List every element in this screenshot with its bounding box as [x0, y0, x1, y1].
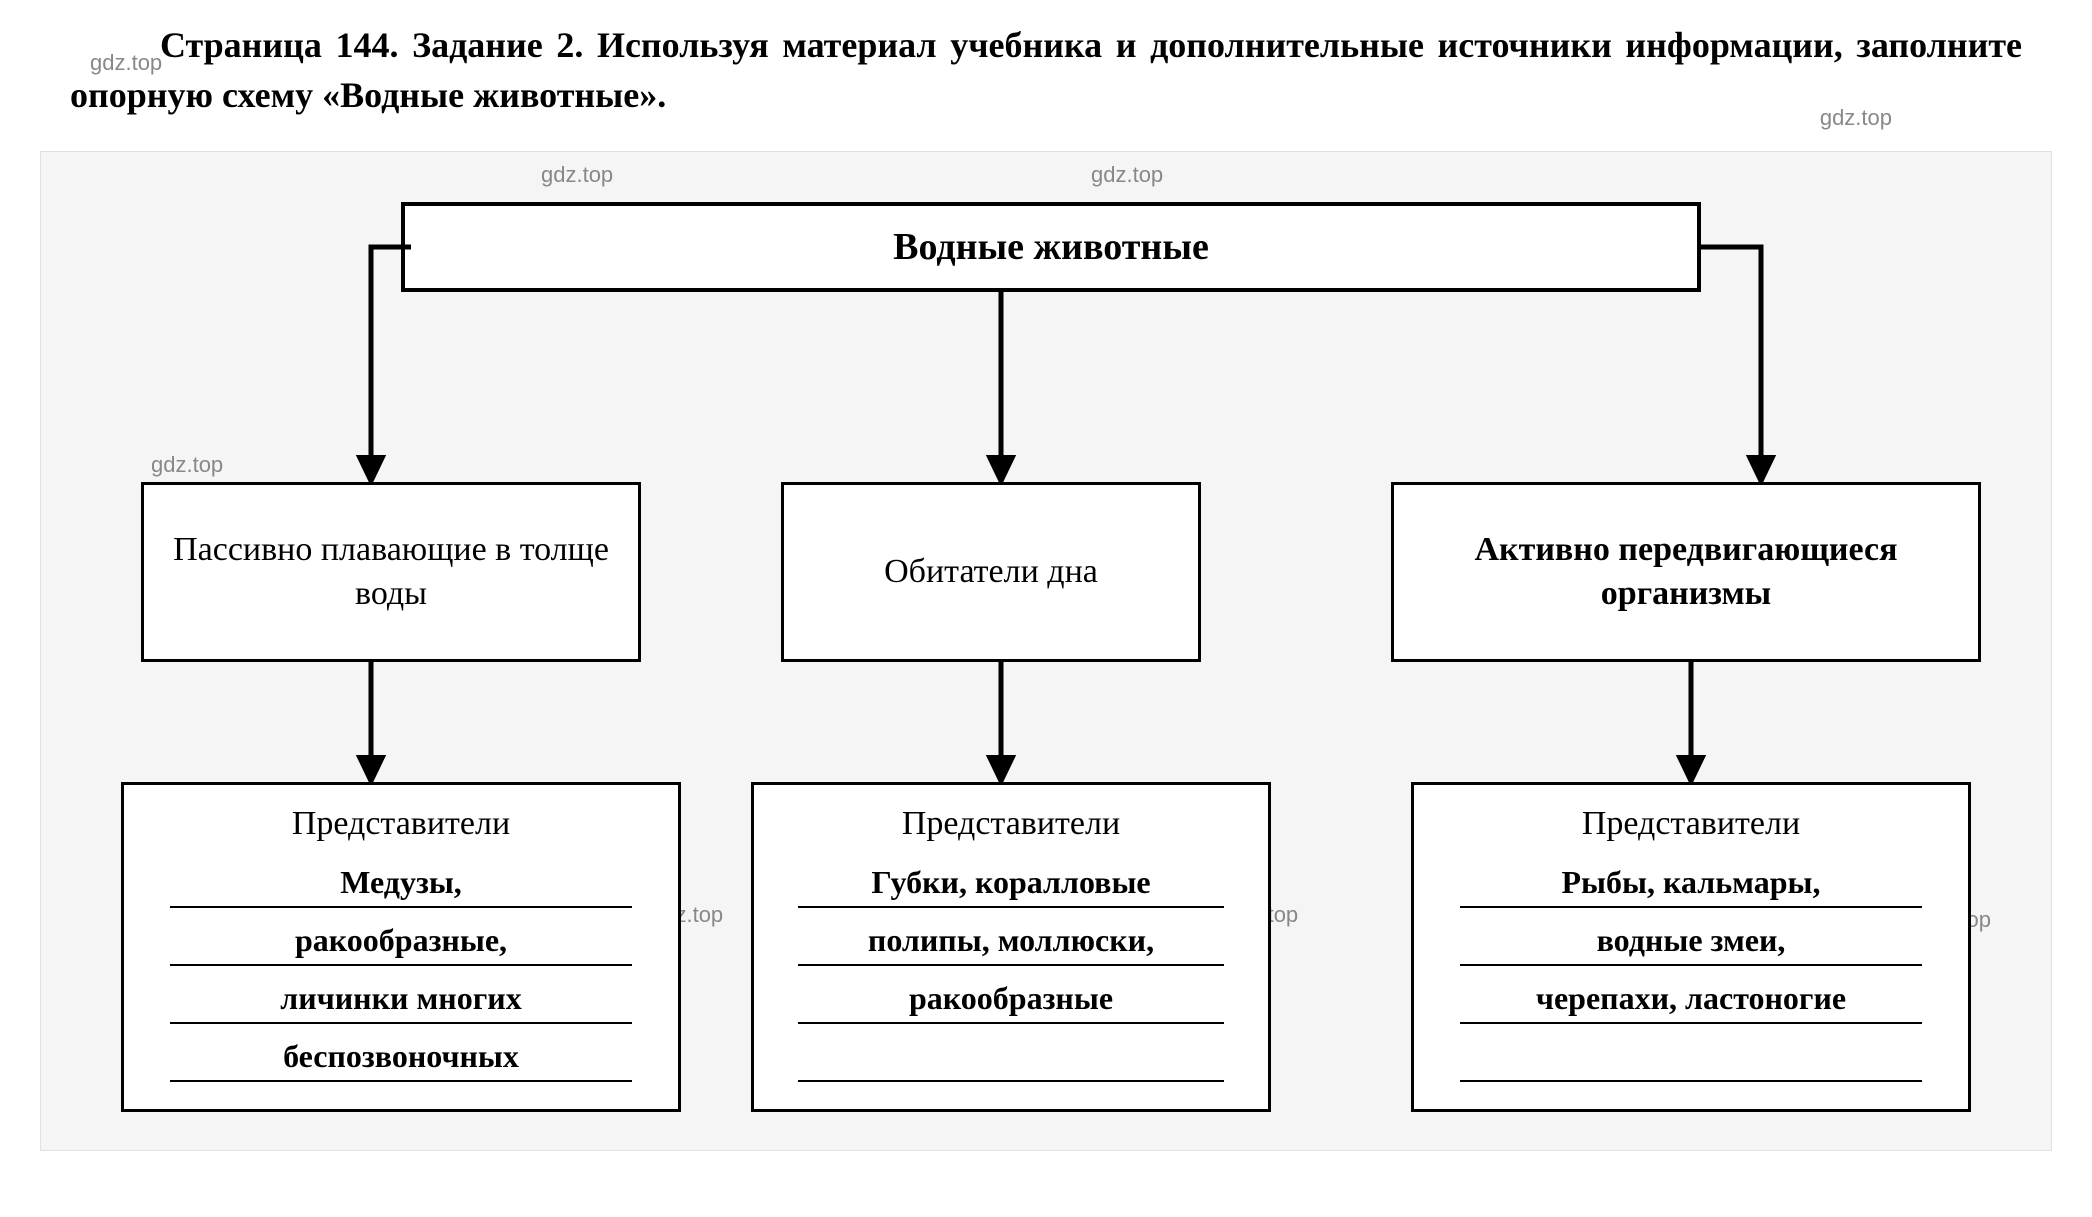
- watermark-4: gdz.top: [1091, 162, 1163, 188]
- category-box-3: Активно передвигающиеся организмы: [1391, 482, 1981, 662]
- header-content: Страница 144. Задание 2. Используя матер…: [70, 25, 2022, 115]
- category-3-text: Активно передвигающиеся организмы: [1414, 528, 1958, 616]
- rep-3-line-3: черепахи, ластоногие: [1460, 974, 1923, 1024]
- rep-1-line-3: личинки многих: [170, 974, 633, 1024]
- representatives-box-3: Представители Рыбы, кальмары, водные зме…: [1411, 782, 1971, 1112]
- rep-1-line-4: беспозвоночных: [170, 1032, 633, 1082]
- rep-2-line-2: полипы, моллюски,: [798, 916, 1225, 966]
- category-1-text: Пассивно плавающие в толще воды: [164, 528, 618, 616]
- representatives-box-1: Представители Медузы, ракообразные, личи…: [121, 782, 681, 1112]
- rep-3-title: Представители: [1582, 805, 1800, 843]
- rep-2-line-1: Губки, коралловые: [798, 858, 1225, 908]
- category-2-text: Обитатели дна: [884, 550, 1098, 594]
- rep-2-line-3: ракообразные: [798, 974, 1225, 1024]
- task-header: Страница 144. Задание 2. Используя матер…: [40, 20, 2052, 121]
- diagram-container: gdz.top gdz.top gdz.top gdz.top gdz.top …: [40, 151, 2052, 1151]
- rep-1-title: Представители: [292, 805, 510, 843]
- rep-2-title: Представители: [902, 805, 1120, 843]
- representatives-box-2: Представители Губки, коралловые полипы, …: [751, 782, 1271, 1112]
- title-box: Водные животные: [401, 202, 1701, 292]
- watermark-5: gdz.top: [151, 452, 223, 478]
- category-box-2: Обитатели дна: [781, 482, 1201, 662]
- rep-2-line-4: [798, 1032, 1225, 1082]
- category-box-1: Пассивно плавающие в толще воды: [141, 482, 641, 662]
- rep-1-line-1: Медузы,: [170, 858, 633, 908]
- watermark-2: gdz.top: [1820, 105, 1892, 131]
- watermark-3: gdz.top: [541, 162, 613, 188]
- rep-3-line-2: водные змеи,: [1460, 916, 1923, 966]
- rep-3-line-1: Рыбы, кальмары,: [1460, 858, 1923, 908]
- watermark-1: gdz.top: [90, 50, 162, 76]
- rep-1-line-2: ракообразные,: [170, 916, 633, 966]
- rep-3-line-4: [1460, 1032, 1923, 1082]
- title-text: Водные животные: [893, 225, 1209, 269]
